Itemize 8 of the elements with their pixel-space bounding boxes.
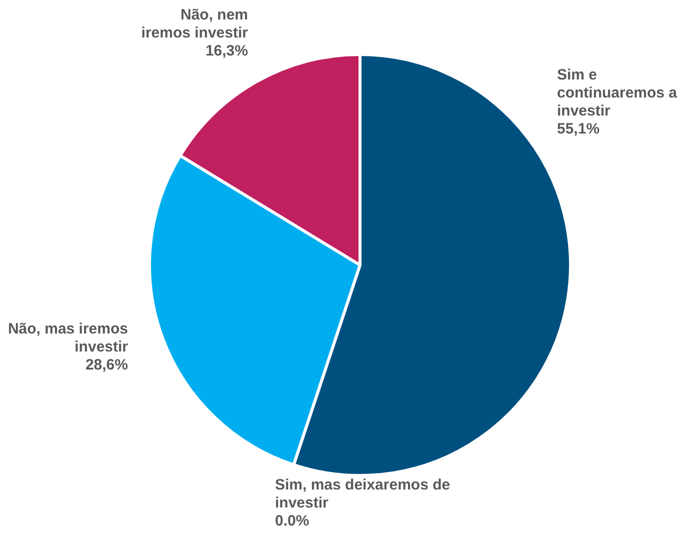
category-label: Sim, mas deixaremos de investir <box>275 476 450 512</box>
data-label: 55,1% <box>557 120 600 138</box>
data-label: 16,3% <box>205 42 248 60</box>
slice-label: Não, mas iremos investir <box>8 320 128 356</box>
data-label: 28,6% <box>85 356 128 374</box>
slice-label: Não, nem iremos investir <box>141 6 248 42</box>
slice-label: Sim e continuaremos a investir <box>557 66 678 120</box>
text: 0.0% <box>275 512 310 530</box>
